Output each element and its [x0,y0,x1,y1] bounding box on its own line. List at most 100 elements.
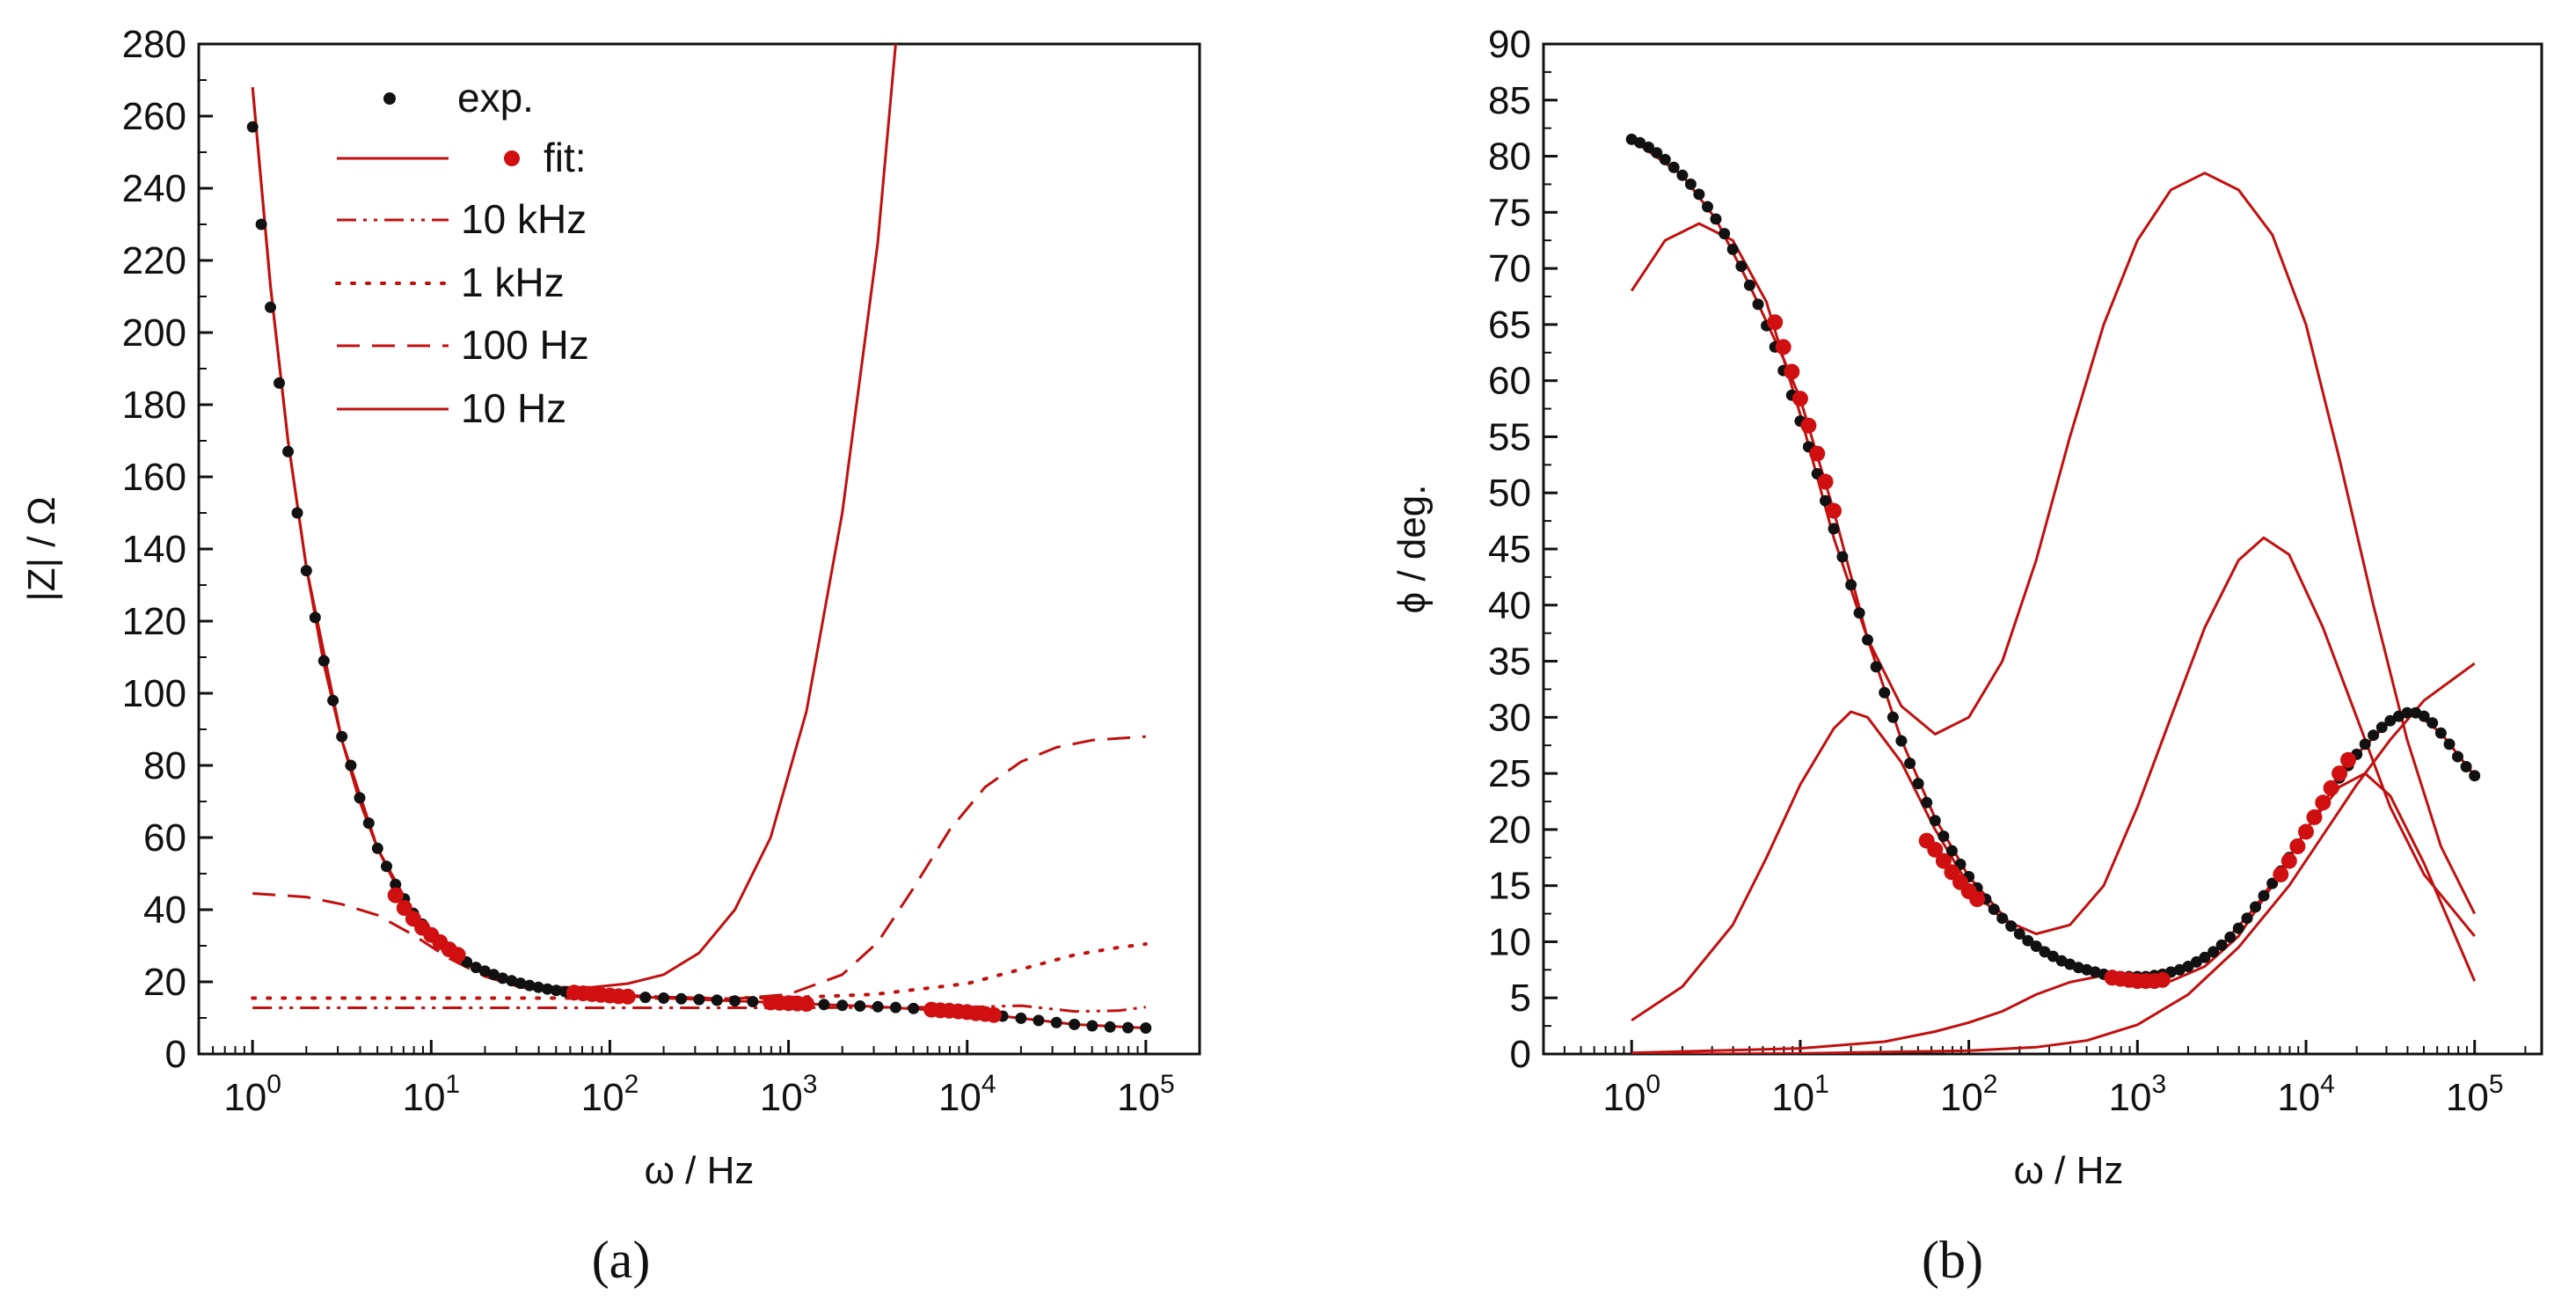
exp-point [2215,939,2228,951]
exp-point [300,565,312,577]
exp-point [2030,940,2042,952]
fit-point [1826,502,1842,519]
y-tick-label: 90 [1488,23,1531,66]
exp-point [1667,161,1680,173]
exp-point [1104,1021,1116,1033]
legend-label-10hz: 10 Hz [461,385,566,431]
y-tick-label: 20 [1488,809,1531,852]
exp-point [497,972,508,984]
fit-point [1800,417,1817,434]
y-tick-label: 160 [122,456,186,499]
fit-points-b [1767,314,2356,990]
exp-point [551,984,562,997]
y-tick-label: 220 [122,239,186,282]
fit-point [1809,445,1826,462]
exp-point [2469,770,2481,782]
exp-point [1845,579,1857,591]
exp-point [2224,931,2237,943]
exp-point [836,999,849,1012]
exp-point [1069,1018,1081,1030]
fit-point [1775,339,1792,355]
y-tick-label: 10 [1488,920,1531,963]
y-tick-label: 15 [1488,865,1531,908]
exp-point [854,1000,866,1012]
fit-point [1927,841,1944,858]
exp-point [1904,757,1916,770]
exp-point [2401,706,2413,719]
exp-point [1743,279,1755,291]
exp-point [2039,946,2051,958]
fit-point [1784,363,1800,380]
y-tick-label: 75 [1488,191,1531,234]
y-tick-label: 60 [143,816,186,860]
y-tick-label: 85 [1488,79,1531,122]
series-line-a-1 [252,1004,1146,1014]
exp-point [1988,904,2000,915]
fit-point [2289,838,2306,854]
exp-point [1684,178,1697,190]
exp-point [2384,714,2397,727]
y-tick-label: 80 [1488,135,1531,179]
exp-point [711,994,723,1006]
fit-point [986,1006,1002,1023]
exp-point [1050,1016,1062,1028]
exp-point [2368,729,2380,742]
exp-point [729,995,741,1007]
y-tick-label: 35 [1488,640,1531,684]
exp-point [2359,738,2371,750]
exp-point [336,730,348,743]
y-tick-label: 0 [1510,1033,1531,1076]
exp-point [1895,735,1908,747]
exp-point [1710,213,1722,225]
fit-point [1792,391,1808,407]
exp-point [2258,889,2270,902]
panel-b: 0 5 10 15 20 25 30 35 40 45 50 55 60 65 70 75 80 85 90 100… [1390,23,2543,1289]
exp-point [1086,1020,1098,1032]
fit-point [2273,866,2289,882]
x-tick-label: 105 [2446,1070,2504,1119]
exp-point [1912,778,1924,790]
exp-point [2013,928,2025,940]
exp-point [2460,761,2472,772]
x-tick-label: 103 [2109,1070,2167,1119]
exp-point [889,1001,901,1014]
exp-point [2375,721,2388,734]
exp-point [470,962,482,974]
legend-item-1khz: 1 kHz [335,260,565,305]
caption-a: (a) [592,1231,651,1289]
exp-point [523,979,536,992]
exp-point [1870,661,1882,673]
exp-point [675,992,688,1005]
exp-point [1693,188,1705,201]
exp-point [2005,920,2018,933]
fit-point [387,887,404,904]
exp-point [1726,243,1739,255]
exp-point [506,975,518,987]
legend-item-exp: exp. [383,75,534,121]
exp-point [2250,901,2261,913]
legend-label-10khz: 10 kHz [461,196,587,242]
fit-point [2280,853,2297,869]
y-tick-label: 70 [1488,247,1531,290]
exp-point [2199,951,2211,963]
exp-point [362,817,375,830]
legend-marker-exp [383,92,396,105]
fit-point [2315,794,2332,811]
y-tick-label: 280 [122,23,186,66]
exp-point [1828,523,1840,535]
y-tick-label: 100 [122,672,186,715]
fit-point [2298,823,2314,840]
y-tick-label: 60 [1488,360,1531,403]
exp-point [1996,912,2009,925]
legend-label-fit: fit: [544,135,587,180]
exp-point [532,981,544,993]
legend-a: exp. fit: 10 kHz 1 kHz 100 Hz 10 Hz [335,75,589,431]
exp-point [327,694,339,706]
exp-point [1886,711,1899,723]
legend-item-10hz: 10 Hz [337,385,566,431]
exp-point [265,301,276,313]
exp-point [255,218,267,231]
legend-label-100hz: 100 Hz [461,322,589,368]
series-line-b-4 [1631,662,2476,1054]
exp-point [1033,1014,1045,1027]
